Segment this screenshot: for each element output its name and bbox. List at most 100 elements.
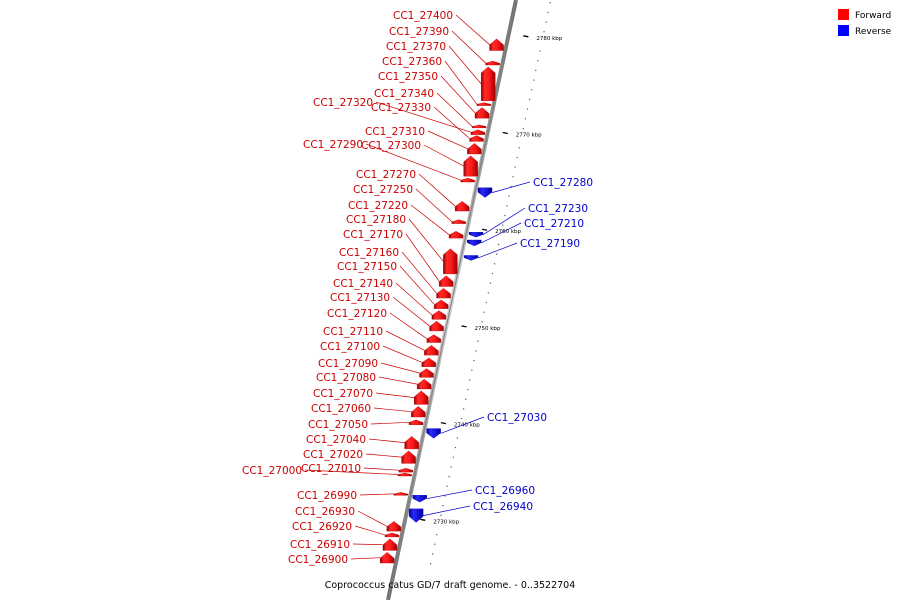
minor-tick — [493, 263, 496, 265]
gene-arrow-cc1-27180[interactable] — [443, 248, 458, 275]
gene-arrow-cc1-26990[interactable] — [393, 492, 408, 496]
gene-arrow-cc1-27290[interactable] — [460, 177, 475, 183]
gene-arrow-cc1-27110[interactable] — [424, 345, 439, 356]
gene-arrow-cc1-27390[interactable] — [485, 60, 500, 66]
gene-arrow-cc1-27300[interactable] — [463, 155, 478, 177]
gene-label-cc1-27270[interactable]: CC1_27270 — [356, 169, 416, 181]
gene-arrow-cc1-27400[interactable] — [489, 38, 504, 51]
gene-arrow-cc1-26920[interactable] — [384, 532, 400, 538]
gene-arrow-cc1-27350[interactable] — [474, 107, 490, 119]
gene-arrow-cc1-26910[interactable] — [382, 538, 398, 551]
gene-label-cc1-26960[interactable]: CC1_26960 — [475, 485, 535, 497]
gene-arrow-cc1-26940[interactable] — [408, 508, 424, 523]
gene-label-cc1-27340[interactable]: CC1_27340 — [374, 88, 434, 100]
gene-arrow-cc1-27020[interactable] — [401, 450, 416, 464]
gene-label-cc1-27000[interactable]: CC1_27000 — [242, 465, 302, 477]
gene-label-cc1-27230[interactable]: CC1_27230 — [528, 203, 588, 215]
gene-label-cc1-27170[interactable]: CC1_27170 — [343, 229, 403, 241]
gene-label-cc1-27250[interactable]: CC1_27250 — [353, 184, 413, 196]
gene-label-cc1-27220[interactable]: CC1_27220 — [348, 200, 408, 212]
gene-label-cc1-27290[interactable]: CC1_27290 — [303, 139, 363, 151]
gene-arrow-cc1-27120[interactable] — [426, 334, 442, 343]
minor-tick — [452, 456, 454, 458]
gene-label-cc1-27370[interactable]: CC1_27370 — [386, 41, 446, 53]
gene-arrow-cc1-27170[interactable] — [438, 275, 454, 287]
gene-arrow-cc1-27150[interactable] — [433, 299, 449, 309]
gene-label-cc1-27360[interactable]: CC1_27360 — [382, 56, 442, 68]
leader-line — [477, 242, 518, 259]
gene-arrow-cc1-27360[interactable] — [476, 102, 492, 106]
gene-arrows — [379, 38, 504, 564]
gene-label-cc1-27350[interactable]: CC1_27350 — [378, 71, 438, 83]
gene-label-cc1-27050[interactable]: CC1_27050 — [308, 419, 368, 431]
gene-label-cc1-27320[interactable]: CC1_27320 — [313, 97, 373, 109]
gene-label-cc1-27090[interactable]: CC1_27090 — [318, 358, 378, 370]
gene-label-cc1-27120[interactable]: CC1_27120 — [327, 308, 387, 320]
gene-arrow-cc1-27000[interactable] — [397, 472, 413, 477]
gene-label-cc1-27280[interactable]: CC1_27280 — [533, 177, 593, 189]
gene-arrow-cc1-27060[interactable] — [411, 406, 426, 418]
gene-label-cc1-26990[interactable]: CC1_26990 — [297, 490, 357, 502]
gene-label-cc1-27390[interactable]: CC1_27390 — [389, 26, 449, 38]
gene-arrow-cc1-27140[interactable] — [431, 310, 447, 320]
gene-label-cc1-27400[interactable]: CC1_27400 — [393, 10, 453, 22]
gene-label-cc1-27030[interactable]: CC1_27030 — [487, 412, 547, 424]
leader-line — [370, 421, 410, 425]
gene-arrow-cc1-26900[interactable] — [379, 552, 395, 564]
gene-label-cc1-26940[interactable]: CC1_26940 — [473, 501, 533, 513]
minor-tick — [465, 398, 467, 400]
gene-arrow-cc1-27100[interactable] — [421, 357, 436, 367]
leader-line — [365, 453, 402, 458]
gene-arrow-cc1-27340[interactable] — [471, 124, 487, 129]
gene-label-cc1-27300[interactable]: CC1_27300 — [361, 140, 421, 152]
gene-label-cc1-27040[interactable]: CC1_27040 — [306, 434, 366, 446]
gene-arrow-cc1-27370[interactable] — [481, 66, 496, 101]
gene-arrow-cc1-27210[interactable] — [467, 239, 482, 247]
gene-arrow-cc1-27270[interactable] — [454, 201, 470, 212]
gene-arrow-cc1-27230[interactable] — [468, 232, 484, 238]
leader-line — [482, 207, 526, 235]
minor-tick — [446, 485, 448, 487]
gene-label-cc1-27080[interactable]: CC1_27080 — [316, 372, 376, 384]
gene-label-cc1-26900[interactable]: CC1_26900 — [288, 554, 348, 566]
gene-label-cc1-26910[interactable]: CC1_26910 — [290, 539, 350, 551]
gene-arrow-cc1-27130[interactable] — [429, 320, 444, 332]
gene-label-cc1-27210[interactable]: CC1_27210 — [524, 218, 584, 230]
gene-label-cc1-27330[interactable]: CC1_27330 — [371, 102, 431, 114]
gene-arrow-cc1-27090[interactable] — [419, 368, 434, 378]
gene-arrow-cc1-27250[interactable] — [451, 219, 467, 224]
gene-arrow-cc1-27070[interactable] — [414, 390, 429, 405]
gene-arrow-cc1-26960[interactable] — [412, 495, 427, 503]
leader-line — [395, 282, 433, 316]
gene-label-cc1-27150[interactable]: CC1_27150 — [337, 261, 397, 273]
gene-arrow-cc1-27220[interactable] — [448, 231, 464, 239]
gene-label-cc1-27190[interactable]: CC1_27190 — [520, 238, 580, 250]
gene-label-cc1-27310[interactable]: CC1_27310 — [365, 126, 425, 138]
gene-label-cc1-27070[interactable]: CC1_27070 — [313, 388, 373, 400]
gene-label-cc1-27160[interactable]: CC1_27160 — [339, 247, 399, 259]
gene-arrow-cc1-27040[interactable] — [404, 436, 419, 450]
gene-label-cc1-26920[interactable]: CC1_26920 — [292, 521, 352, 533]
gene-label-cc1-27130[interactable]: CC1_27130 — [330, 292, 390, 304]
gene-label-cc1-27140[interactable]: CC1_27140 — [333, 278, 393, 290]
gene-arrow-cc1-27010[interactable] — [398, 468, 414, 473]
gene-label-cc1-27060[interactable]: CC1_27060 — [311, 403, 371, 415]
gene-label-cc1-27100[interactable]: CC1_27100 — [320, 341, 380, 353]
gene-label-cc1-26930[interactable]: CC1_26930 — [295, 506, 355, 518]
gene-arrow-cc1-27320[interactable] — [470, 129, 486, 135]
gene-arrow-cc1-27030[interactable] — [426, 428, 441, 439]
gene-arrow-cc1-27050[interactable] — [408, 419, 424, 425]
gene-arrow-cc1-26930[interactable] — [386, 521, 402, 532]
gene-arrow-cc1-27330[interactable] — [469, 135, 484, 142]
gene-arrow-cc1-27160[interactable] — [436, 288, 451, 299]
gene-label-cc1-27110[interactable]: CC1_27110 — [323, 326, 383, 338]
gene-arrow-cc1-27080[interactable] — [416, 379, 432, 390]
gene-label-cc1-27010[interactable]: CC1_27010 — [301, 463, 361, 475]
gene-label-cc1-27020[interactable]: CC1_27020 — [303, 449, 363, 461]
gene-arrow-cc1-27310[interactable] — [467, 143, 482, 155]
gene-label-cc1-27180[interactable]: CC1_27180 — [346, 214, 406, 226]
gene-arrow-cc1-27280[interactable] — [477, 187, 493, 198]
label-leaders — [304, 14, 531, 560]
leader-line — [304, 469, 398, 475]
gene-arrow-cc1-27190[interactable] — [463, 255, 479, 261]
